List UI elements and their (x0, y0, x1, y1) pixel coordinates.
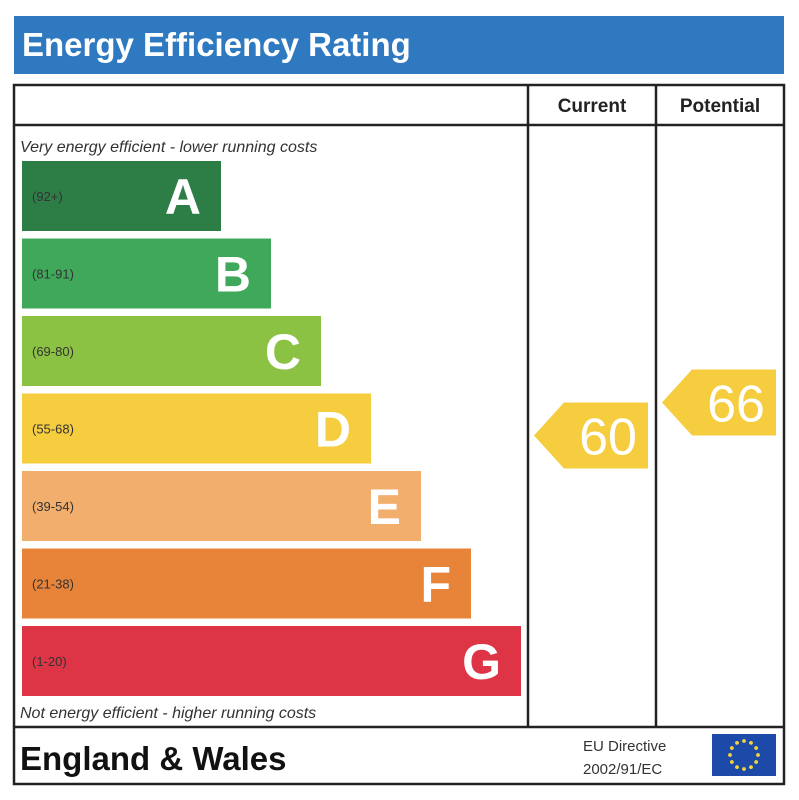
potential-rating-arrow (662, 369, 776, 436)
region-label: England & Wales (20, 740, 286, 777)
band-c-letter: C (265, 324, 301, 380)
band-b-bar (22, 238, 271, 309)
rating-arrows: 60 66 (534, 369, 776, 469)
bottom-efficiency-note: Not energy efficient - higher running co… (20, 705, 316, 722)
band-a-letter: A (165, 169, 201, 225)
current-column-header: Current (558, 96, 627, 117)
flag-star (728, 753, 732, 757)
flag-star (756, 753, 760, 757)
band-f-bar (22, 548, 471, 619)
band-d-bar (22, 393, 371, 464)
directive-line-2: 2002/91/EC (583, 761, 662, 778)
band-g-range: (1-20) (32, 654, 67, 669)
flag-star (735, 740, 739, 745)
band-e-letter: E (368, 479, 401, 535)
band-b-range: (81-91) (32, 267, 74, 282)
band-e-bar (22, 471, 421, 541)
band-f-range: (21-38) (32, 577, 74, 592)
band-b-letter: B (215, 247, 251, 303)
band-a-range: (92+) (32, 189, 63, 204)
flag-star (749, 765, 753, 770)
band-c-range: (69-80) (32, 344, 74, 359)
flag-star (754, 746, 759, 750)
band-f-letter: F (420, 557, 451, 613)
flag-star (729, 746, 734, 750)
flag-star (742, 767, 746, 771)
current-rating-arrow (534, 402, 648, 469)
top-efficiency-note: Very energy efficient - lower running co… (20, 139, 317, 156)
chart-frame (12, 83, 786, 786)
flag-star (735, 765, 739, 770)
band-a-bar (22, 161, 221, 231)
eu-flag-icon (712, 734, 776, 776)
flag-star (754, 760, 759, 764)
band-d-range: (55-68) (32, 422, 74, 437)
title-bar: Energy Efficiency Rating (14, 16, 784, 74)
band-e-range: (39-54) (32, 499, 74, 514)
chart-title: Energy Efficiency Rating (22, 26, 411, 63)
flag-star (749, 740, 753, 745)
potential-column-header: Potential (680, 96, 760, 117)
flag-star (742, 739, 746, 743)
directive-line-1: EU Directive (583, 738, 666, 755)
current-rating-value: 60 (579, 409, 637, 467)
band-g-bar (22, 626, 521, 696)
rating-bands: (92+) A (81-91) B (69-80) C (55-68) D (39-54) E (2… (22, 161, 521, 696)
band-g-letter: G (462, 634, 501, 690)
potential-rating-value: 66 (707, 376, 765, 434)
band-d-letter: D (315, 402, 351, 458)
band-c-bar (22, 316, 321, 386)
flag-star (729, 760, 734, 764)
